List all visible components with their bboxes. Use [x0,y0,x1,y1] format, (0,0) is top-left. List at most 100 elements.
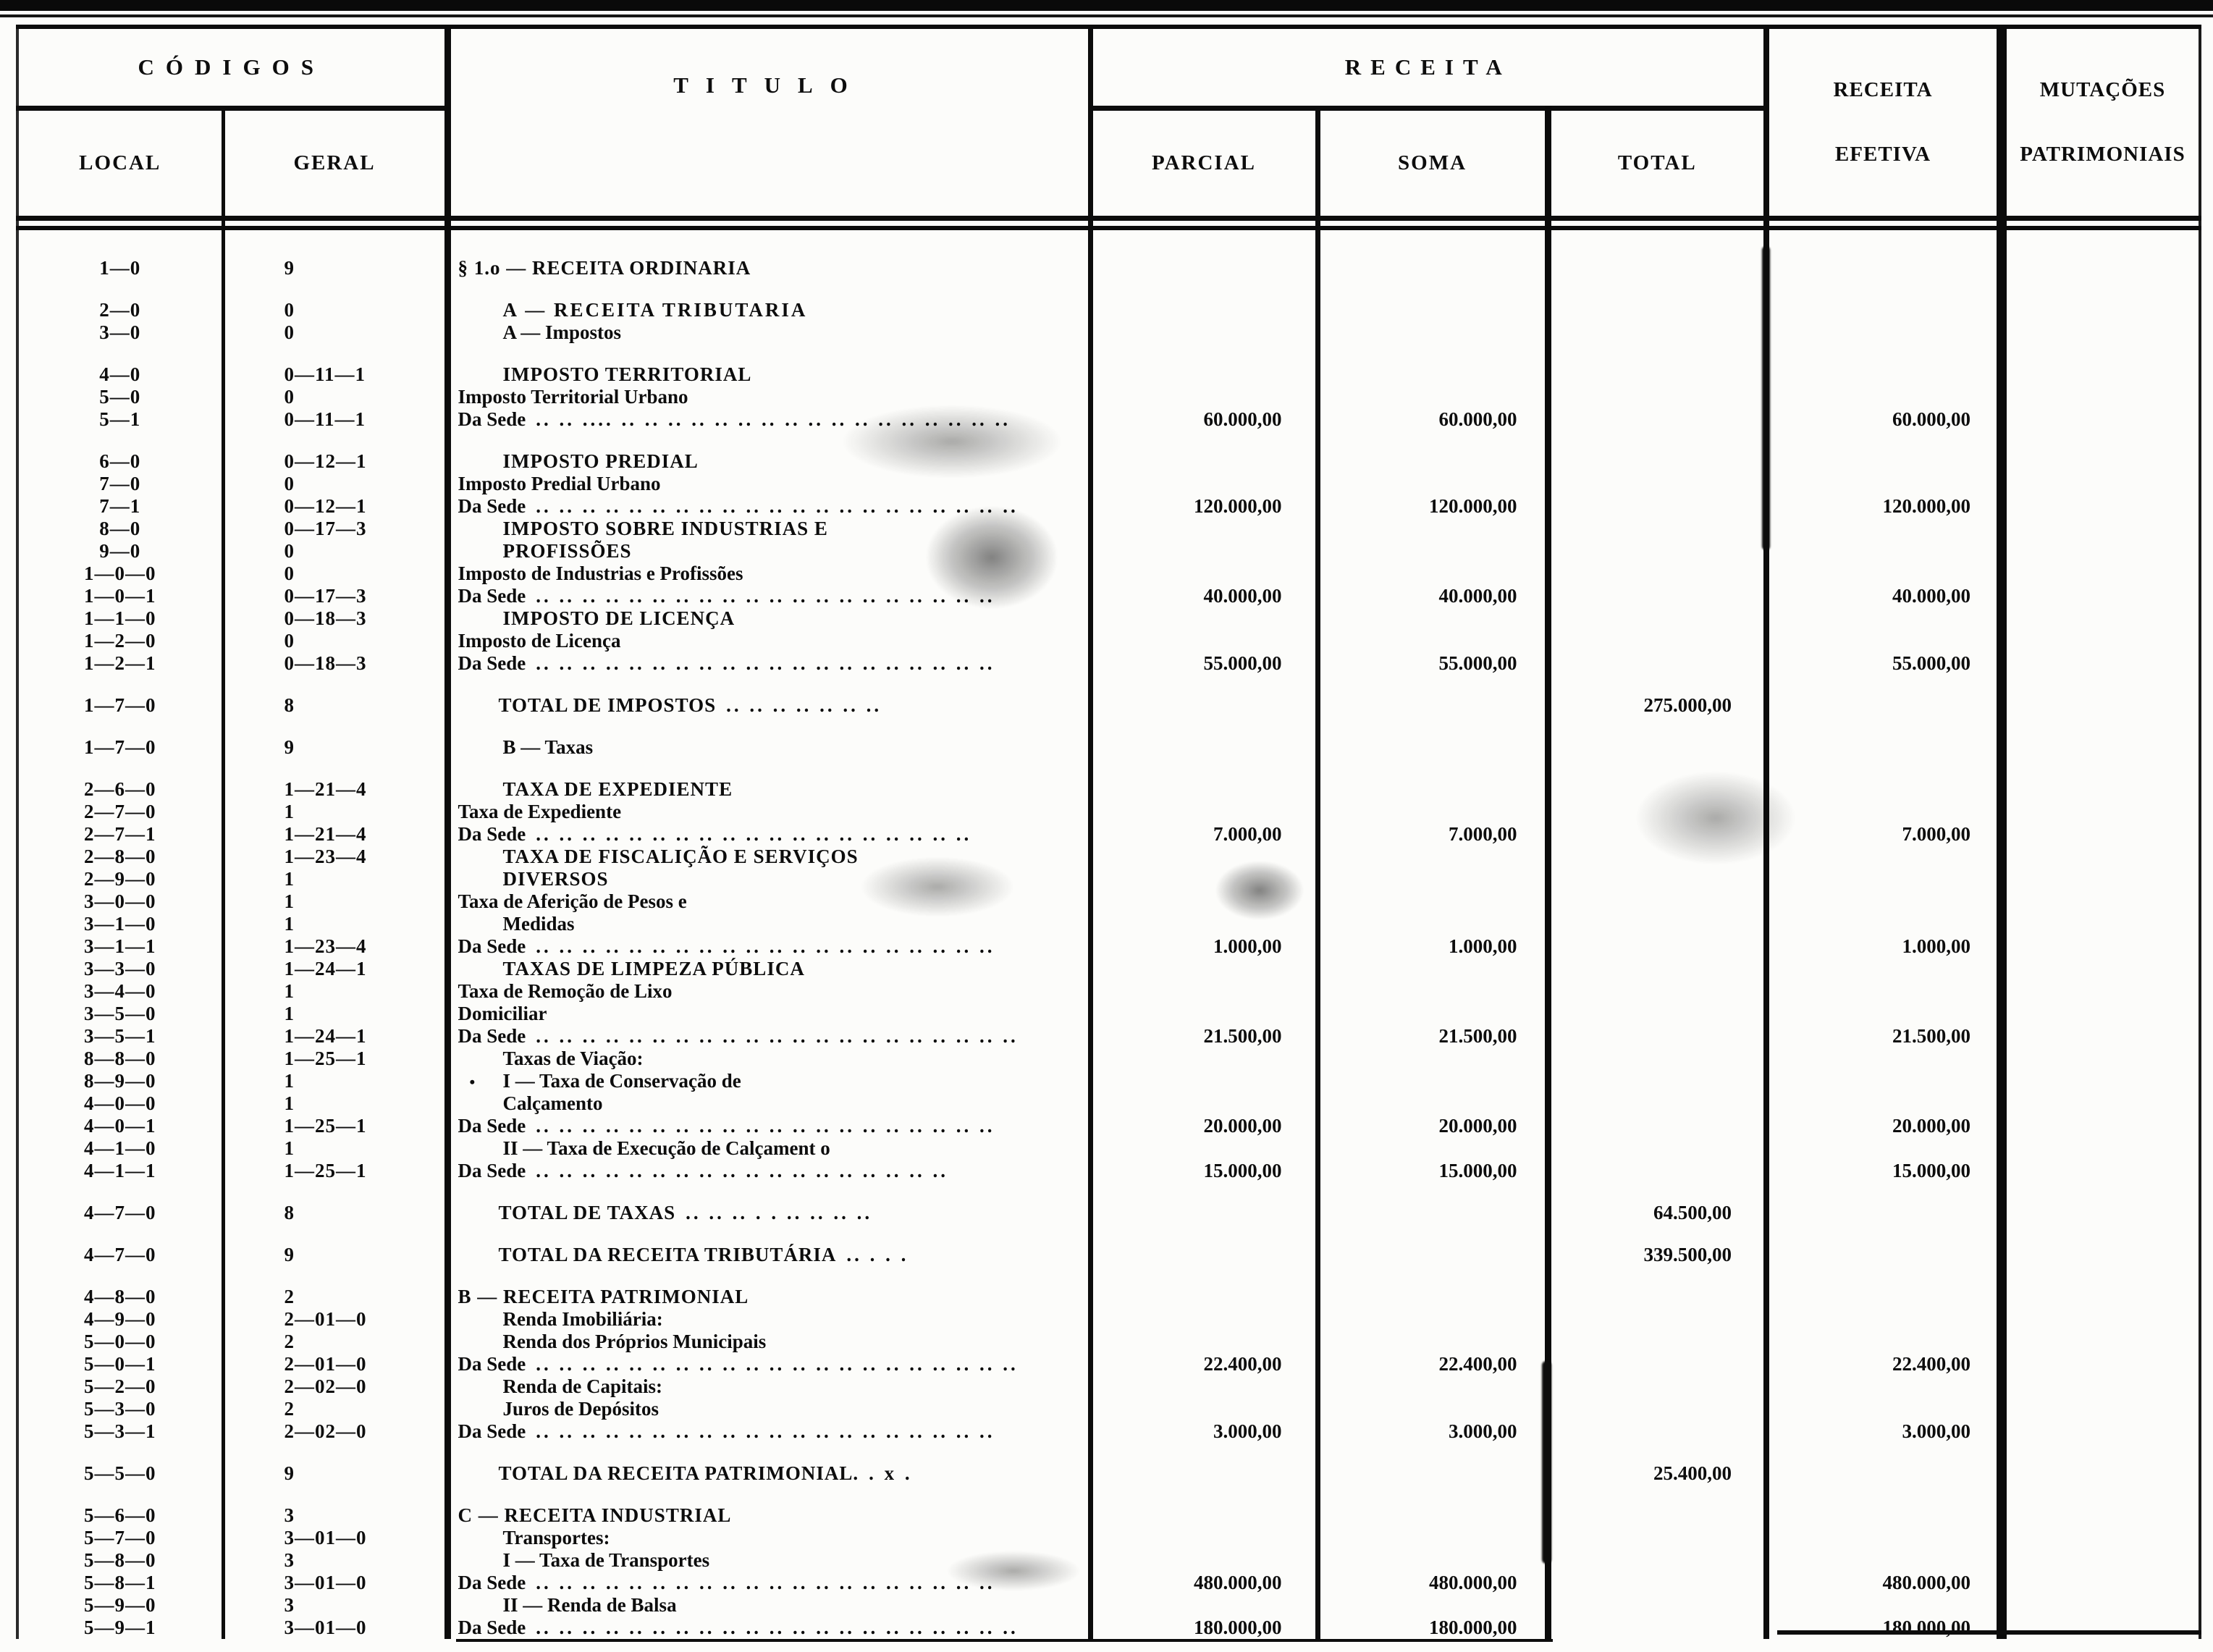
cell-total-value [1548,299,1770,321]
row-title: Imposto de Industrias e Profissões [458,562,743,584]
cell-geral-code: 3 [223,1504,451,1527]
row-title: TOTAL DA RECEITA TRIBUTÁRIA [498,1244,837,1265]
cell-geral-code: 0 [223,299,451,321]
cell-titulo: Da Sede .. .. .. .. .. .. .. .. .. .. .. … [447,823,1093,846]
cell-soma-value [1318,1224,1551,1244]
cell-geral-code: 3—01—0 [223,1617,451,1639]
header-soma: SOMA [1318,108,1551,218]
cell-local-code: 4—1—1 [17,1160,225,1182]
cell-mutacoes [2002,1443,2200,1462]
table-row: 2—8—0 1—23—4 TAXA DE FISCALIÇÃO E SERVIÇOS [17,846,2200,868]
cell-parcial-value: 60.000,00 [1090,408,1320,431]
cell-titulo: • I — Taxa de Conservação de [447,1070,1093,1092]
cell-mutacoes [2002,473,2200,495]
cell-local-code: 3—3—0 [17,958,225,980]
header-titulo-label: TITULO [673,72,865,98]
cell-local-code: 4—9—0 [17,1308,225,1331]
cell-geral-code: 1—23—4 [223,935,451,958]
cell-geral-code [223,1266,451,1286]
cell-parcial-value: 120.000,00 [1090,495,1320,518]
cell-geral-code: 0—11—1 [223,363,451,386]
header-mutacoes-line1: MUTAÇÕES [2039,77,2166,101]
scan-top-bar [0,0,2213,11]
table-row: 7—1 0—12—1 Da Sede .. .. .. .. .. .. .. .. … [17,495,2200,518]
dot-leader: .. .. .... .. .. .. .. .. .. .. .. .. ..… [536,408,1011,430]
table-row: 3—5—0 1 Domiciliar [17,1003,2200,1025]
cell-parcial-value [1090,562,1320,585]
cell-efetiva-value: 21.500,00 [1766,1025,2007,1048]
cell-mutacoes [2002,736,2200,759]
cell-parcial-value [1090,890,1320,913]
header-mutacoes-line2: PATRIMONIAIS [2020,142,2185,166]
cell-soma-value: 21.500,00 [1318,1025,1551,1048]
cell-soma-value [1318,630,1551,652]
cell-efetiva-value [1766,1527,2007,1549]
cell-total-value [1548,408,1770,431]
cell-total-value [1548,1504,1770,1527]
cell-titulo: A — RECEITA TRIBUTARIA [447,299,1093,321]
cell-titulo: Da Sede .. .. .. .. .. .. .. .. .. .. .. … [447,495,1093,518]
cell-mutacoes [2002,607,2200,630]
cell-soma-value [1318,1286,1551,1308]
cell-soma-value [1318,518,1551,540]
cell-titulo: I — Taxa de Transportes [447,1549,1093,1572]
cell-titulo: DIVERSOS [447,868,1093,890]
table-row: 2—7—1 1—21—4 Da Sede .. .. .. .. .. .. .. .… [17,823,2200,846]
table-row: 4—8—0 2 B — RECEITA PATRIMONIAL [17,1286,2200,1308]
cell-parcial-value: 21.500,00 [1090,1025,1320,1048]
cell-titulo: C — RECEITA INDUSTRIAL [447,1504,1093,1527]
cell-titulo: Imposto Territorial Urbano [447,386,1093,408]
cell-soma-value [1318,801,1551,823]
cell-parcial-value: 7.000,00 [1090,823,1320,846]
cell-soma-value: 1.000,00 [1318,935,1551,958]
cell-parcial-value [1090,279,1320,299]
cell-parcial-value [1090,778,1320,801]
cell-titulo: Da Sede .. .. .. .. .. .. .. .. .. .. .. … [447,1420,1093,1443]
cell-efetiva-value [1766,1244,2007,1266]
table-row: 5—9—1 3—01—0 Da Sede .. .. .. .. .. .. .. .… [17,1617,2200,1639]
table-row: 5—2—0 2—02—0 Renda de Capitais: [17,1375,2200,1398]
dot-leader: .. .. .. .. .. .. .. .. .. .. .. .. .. .… [536,1160,949,1181]
cell-parcial-value [1090,1070,1320,1092]
cell-parcial-value [1090,1003,1320,1025]
cell-efetiva-value [1766,1070,2007,1092]
cell-mutacoes [2002,1115,2200,1137]
table-row: 1—7—0 8 TOTAL DE IMPOSTOS .. .. .. .. .. ..… [17,694,2200,717]
row-title: Da Sede [458,408,526,430]
cell-soma-value [1318,363,1551,386]
cell-geral-code: 2 [223,1286,451,1308]
table-row: 4—1—0 1 II — Taxa de Execução de Calçament… [17,1137,2200,1160]
cell-titulo: TOTAL DA RECEITA TRIBUTÁRIA .. . . . [447,1244,1093,1266]
spacer-row [17,1443,2200,1462]
spacer-row [17,1224,2200,1244]
cell-soma-value: 22.400,00 [1318,1353,1551,1375]
row-title: Da Sede [458,1572,526,1593]
cell-local-code: 5—3—1 [17,1420,225,1443]
cell-geral-code [223,431,451,450]
cell-local-code: 1—0—1 [17,585,225,607]
header-total: TOTAL [1548,108,1770,218]
cell-soma-value [1318,980,1551,1003]
cell-parcial-value [1090,980,1320,1003]
cell-local-code [17,1485,225,1504]
cell-mutacoes [2002,1003,2200,1025]
cell-soma-value [1318,473,1551,495]
cell-mutacoes [2002,717,2200,736]
row-title: Taxa de Remoção de Lixo [458,980,673,1002]
cell-soma-value [1318,321,1551,344]
table-header: CÓDIGOS TITULO RECEITA RECEITA EFETIVA M… [17,27,2201,230]
cell-mutacoes [2002,279,2200,299]
cell-titulo: II — Taxa de Execução de Calçament o [447,1137,1093,1160]
cell-titulo: A — Impostos [447,321,1093,344]
cell-total-value [1548,1420,1770,1443]
cell-total-value [1548,1485,1770,1504]
cell-total-value [1548,1160,1770,1182]
cell-efetiva-value [1766,450,2007,473]
cell-efetiva-value: 40.000,00 [1766,585,2007,607]
row-title: Da Sede [458,495,526,517]
cell-mutacoes [2002,363,2200,386]
cell-soma-value: 15.000,00 [1318,1160,1551,1182]
cell-total-value: 275.000,00 [1548,694,1770,717]
cell-geral-code: 3—01—0 [223,1527,451,1549]
cell-parcial-value: 180.000,00 [1090,1617,1320,1639]
